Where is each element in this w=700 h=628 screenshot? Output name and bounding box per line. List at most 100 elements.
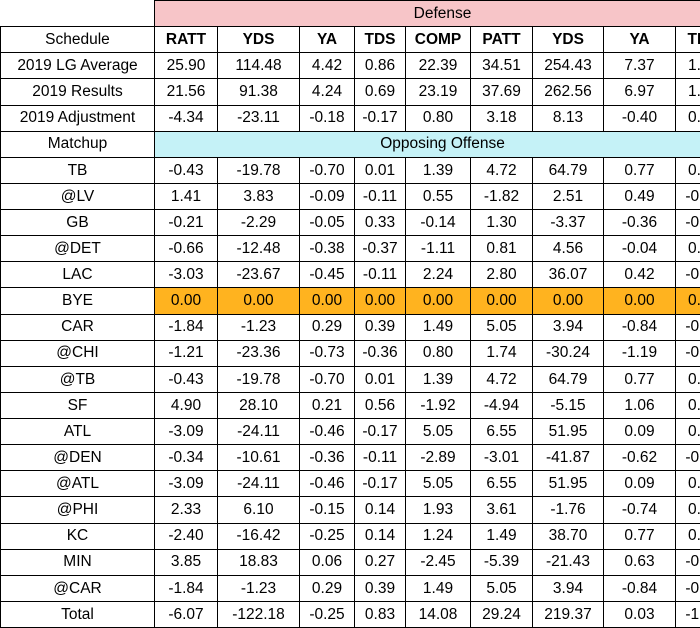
value-cell: -41.87 (532, 444, 604, 472)
value-cell: 0.08 (674, 391, 700, 420)
row-label: LAC (0, 261, 155, 289)
corner-cell (0, 0, 155, 28)
value-cell: 0.42 (603, 261, 676, 289)
value-cell: -0.59 (674, 574, 700, 602)
value-cell: -0.74 (603, 496, 676, 524)
value-cell: -1.19 (603, 339, 676, 367)
value-cell: -1.11 (405, 235, 471, 263)
value-cell: 6.97 (603, 78, 676, 106)
value-cell: 0.21 (299, 391, 355, 420)
summary-row: 2019 Adjustment -4.34 -23.11 -0.18 -0.17 0.80… (0, 104, 700, 132)
value-cell: -3.09 (154, 417, 218, 446)
matchup-row: SF 4.90 28.10 0.21 0.56 -1.92 -4.94 -5.15 1.06 0.… (0, 391, 700, 420)
value-cell: -4.94 (470, 391, 533, 420)
value-cell: 0.40 (674, 156, 700, 184)
value-cell: 0.33 (354, 208, 406, 237)
row-label: CAR (0, 313, 155, 341)
value-cell: 2.24 (405, 261, 471, 289)
value-cell: -30.24 (532, 339, 604, 367)
value-cell: 6.10 (217, 496, 300, 524)
row-label: @ATL (0, 470, 155, 498)
value-cell: -0.02 (674, 208, 700, 237)
value-cell: -3.09 (154, 470, 218, 498)
value-cell: 0.39 (354, 574, 406, 602)
value-cell: 36.07 (532, 261, 604, 289)
row-label: 2019 Adjustment (0, 104, 155, 132)
matchup-row: @TB -0.43 -19.78 -0.70 0.01 1.39 4.72 64.79 0.77… (0, 365, 700, 393)
value-cell: 0.00 (532, 287, 604, 315)
column-header-row: Schedule RATT YDS YA TDS COMP PATT YDS Y… (0, 26, 700, 54)
value-cell: 0.00 (674, 287, 700, 315)
column-header: TDS (354, 26, 406, 54)
value-cell: 0.23 (674, 522, 700, 550)
value-cell: 51.95 (532, 470, 604, 498)
value-cell: -2.45 (405, 548, 471, 576)
column-header: PATT (470, 26, 533, 54)
value-cell: 0.55 (405, 182, 471, 211)
row-label: @DET (0, 235, 155, 263)
value-cell: 25.90 (154, 52, 218, 80)
matchup-row: LAC -3.03 -23.67 -0.45 -0.11 2.24 2.80 36.07 0.4… (0, 261, 700, 289)
defense-band-header: Defense (153, 0, 700, 28)
value-cell: 0.00 (470, 287, 533, 315)
value-cell: -24.11 (217, 417, 300, 446)
value-cell: 4.42 (299, 52, 355, 80)
value-cell: 1.06 (603, 391, 676, 420)
value-cell: -19.78 (217, 156, 300, 184)
value-cell: 0.01 (354, 365, 406, 393)
value-cell: -0.84 (603, 313, 676, 341)
value-cell: 91.38 (217, 78, 300, 106)
value-cell: 4.24 (299, 78, 355, 106)
value-cell: -0.05 (299, 208, 355, 237)
value-cell: 1.39 (405, 156, 471, 184)
value-cell: 22.39 (405, 52, 471, 80)
value-cell: 0.83 (354, 600, 406, 628)
matchup-row: TB -0.43 -19.78 -0.70 0.01 1.39 4.72 64.79 0.77 0… (0, 156, 700, 184)
value-cell: -1.84 (154, 574, 218, 602)
value-cell: -0.59 (674, 313, 700, 341)
row-label: @DEN (0, 444, 155, 472)
value-cell: -0.25 (299, 522, 355, 550)
matchup-row: KC -2.40 -16.42 -0.25 0.14 1.24 1.49 38.70 0.77 0… (0, 522, 700, 550)
value-cell: -12.48 (217, 235, 300, 263)
value-cell: 21.56 (154, 78, 218, 106)
value-cell: 0.77 (603, 522, 676, 550)
matchup-row: @CHI -1.21 -23.36 -0.73 -0.36 0.80 1.74 -30.24-… (0, 339, 700, 367)
value-cell: -0.36 (299, 444, 355, 472)
value-cell: 0.80 (405, 104, 471, 132)
value-cell: 0.29 (299, 313, 355, 341)
value-cell: 2.80 (470, 261, 533, 289)
value-cell: -3.37 (532, 208, 604, 237)
value-cell: -0.28 (674, 182, 700, 211)
value-cell: 0.03 (603, 600, 676, 628)
value-cell: 29.24 (470, 600, 533, 628)
value-cell: -24.11 (217, 470, 300, 498)
value-cell: -1.23 (217, 313, 300, 341)
value-cell: 2.33 (154, 496, 218, 524)
value-cell: 3.94 (532, 574, 604, 602)
matchup-row: @PHI 2.33 6.10 -0.15 0.14 1.93 3.61 -1.76 -0.74 0… (0, 496, 700, 524)
column-header: TDS (674, 26, 700, 54)
value-cell: 64.79 (532, 365, 604, 393)
value-cell: -0.37 (354, 235, 406, 263)
column-header: YA (299, 26, 355, 54)
value-cell: 3.18 (470, 104, 533, 132)
value-cell: -2.40 (154, 522, 218, 550)
matchup-row: @DET -0.66 -12.48 -0.38 -0.37 -1.11 0.81 4.56 -0… (0, 235, 700, 263)
row-label: @PHI (0, 496, 155, 524)
value-cell: 64.79 (532, 156, 604, 184)
value-cell: -122.18 (217, 600, 300, 628)
row-label: TB (0, 156, 155, 184)
value-cell: -0.11 (354, 182, 406, 211)
value-cell: -2.29 (217, 208, 300, 237)
value-cell: 0.10 (674, 470, 700, 498)
value-cell: -10.61 (217, 444, 300, 472)
value-cell: 1.49 (405, 574, 471, 602)
value-cell: -0.11 (354, 444, 406, 472)
value-cell: -0.46 (299, 417, 355, 446)
value-cell: -0.15 (299, 496, 355, 524)
value-cell: -6.07 (154, 600, 218, 628)
defense-band-row: Defense (0, 0, 700, 28)
value-cell: -1.92 (405, 391, 471, 420)
